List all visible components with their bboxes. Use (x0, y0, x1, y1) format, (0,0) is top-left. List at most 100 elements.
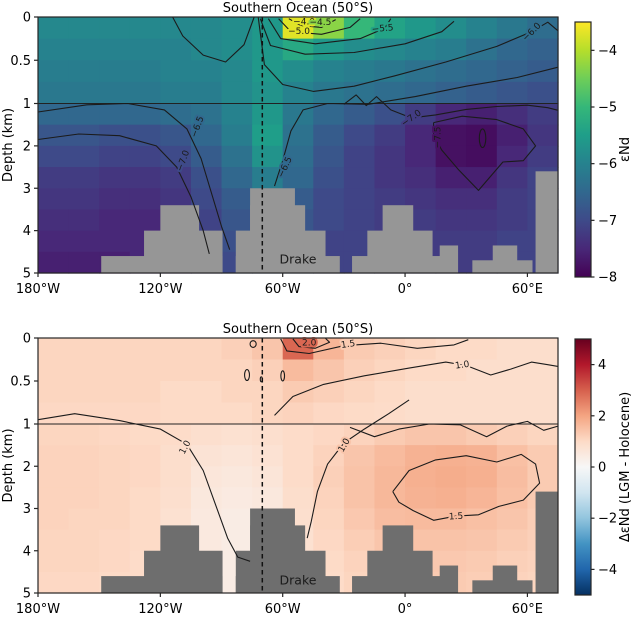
heatmap-cell (374, 508, 406, 531)
heatmap-cell (160, 445, 192, 467)
x-tick-label: 0° (398, 282, 413, 297)
contour-line (306, 399, 410, 539)
heatmap-cell (68, 145, 100, 168)
heatmap-cell (129, 508, 161, 531)
heatmap-cell (313, 17, 345, 40)
heatmap-cell (252, 381, 284, 404)
heatmap-cell (99, 529, 131, 552)
heatmap-cell (405, 124, 437, 147)
heatmap-cell (466, 188, 498, 211)
colorbar-tick-label: −2 (598, 512, 617, 527)
contour-label: 2.0 (302, 338, 317, 348)
heatmap-cell (68, 445, 100, 467)
contour-loop (280, 370, 286, 382)
heatmap-cell (282, 103, 314, 126)
heatmap-cell (68, 381, 100, 404)
heatmap-cell (282, 338, 314, 361)
heatmap-cell (405, 188, 437, 211)
heatmap-cell (38, 571, 70, 594)
heatmap-cell (374, 167, 406, 189)
heatmap-cell (99, 359, 131, 382)
bathymetry-block (535, 171, 558, 273)
heatmap-cell (221, 338, 253, 361)
heatmap-cell (129, 81, 161, 105)
heatmap-cell (374, 145, 406, 168)
drake-label: Drake (280, 252, 317, 267)
contour-line (273, 66, 559, 187)
heatmap-cell (435, 487, 467, 510)
heatmap-cell (405, 167, 437, 189)
heatmap-cell (496, 188, 529, 211)
heatmap-cell (38, 145, 70, 168)
heatmap-cell (282, 381, 314, 404)
heatmap-cell (466, 230, 498, 253)
heatmap-cell (496, 487, 529, 510)
colorbar-tick-label: −5 (598, 101, 617, 116)
heatmap-cell (496, 424, 529, 446)
heatmap-cell (527, 466, 559, 488)
y-tick-label: 0 (23, 11, 31, 26)
heatmap-cell (221, 81, 253, 105)
heatmap-cell (466, 209, 498, 232)
heatmap-cell (466, 359, 498, 382)
contour-lines (37, 338, 559, 562)
heatmap-cell (313, 103, 345, 126)
x-tick-label: 120°W (138, 282, 182, 297)
heatmap-cell (405, 508, 437, 531)
heatmap-cell (496, 508, 529, 531)
heatmap-cell (466, 466, 498, 488)
heatmap-cell (252, 445, 284, 467)
contour-line (433, 115, 537, 191)
y-tick-label: 5 (23, 267, 31, 282)
heatmap-cell (466, 38, 498, 61)
heatmap-cell (99, 81, 131, 105)
x-axis: 180°W 120°W 60°W 0° 60°E (16, 593, 543, 617)
heatmap-cell (527, 145, 559, 168)
colorbar-swatch (574, 338, 592, 596)
heatmap-cell (129, 445, 161, 467)
y-tick-label: 4 (23, 224, 31, 239)
heatmap-cell (405, 445, 437, 467)
heatmap-cell (129, 188, 161, 211)
contour-label: −4.0 (293, 17, 315, 27)
heatmap-cell (129, 424, 161, 446)
heatmap-cell (405, 17, 437, 40)
heatmap-cell (221, 424, 253, 446)
heatmap-cell (129, 359, 161, 382)
heatmap-cell (38, 209, 70, 232)
heatmap-cell (466, 338, 498, 361)
heatmap-cell (374, 188, 406, 211)
heatmap-cell (38, 529, 70, 552)
heatmap-cell (38, 466, 70, 488)
heatmap-cell (527, 338, 559, 361)
heatmap-cell (190, 466, 223, 488)
heatmap-cell (496, 466, 529, 488)
heatmap-cell (374, 338, 406, 361)
y-tick-label: 0 (23, 332, 31, 347)
heatmap-cell (99, 17, 131, 40)
heatmap-cell (374, 466, 406, 488)
heatmap-cell (313, 402, 345, 425)
heatmap-cell (496, 359, 529, 382)
heatmap-cell (527, 81, 559, 105)
heatmap-cell (190, 338, 223, 361)
heatmap-cell (374, 17, 406, 40)
heatmap-cell (496, 338, 529, 361)
heatmap-cell (374, 445, 406, 467)
heatmap-cell (466, 145, 498, 168)
y-tick-label: 3 (23, 502, 31, 517)
colorbar-tick-label: −6 (598, 157, 617, 172)
heatmap-cell (99, 550, 131, 573)
heatmap-cell (466, 487, 498, 510)
y-tick-label: 4 (23, 544, 31, 559)
heatmap-cell (252, 38, 284, 61)
heatmap-cell (68, 167, 100, 189)
heatmap-cell (496, 445, 529, 467)
contour-line (37, 133, 210, 255)
colorbar-tick-label: −4 (598, 563, 617, 578)
heatmap-cell (221, 167, 253, 189)
heatmap-cell (435, 529, 467, 552)
contour-line (349, 420, 559, 438)
heatmap-cell (129, 466, 161, 488)
